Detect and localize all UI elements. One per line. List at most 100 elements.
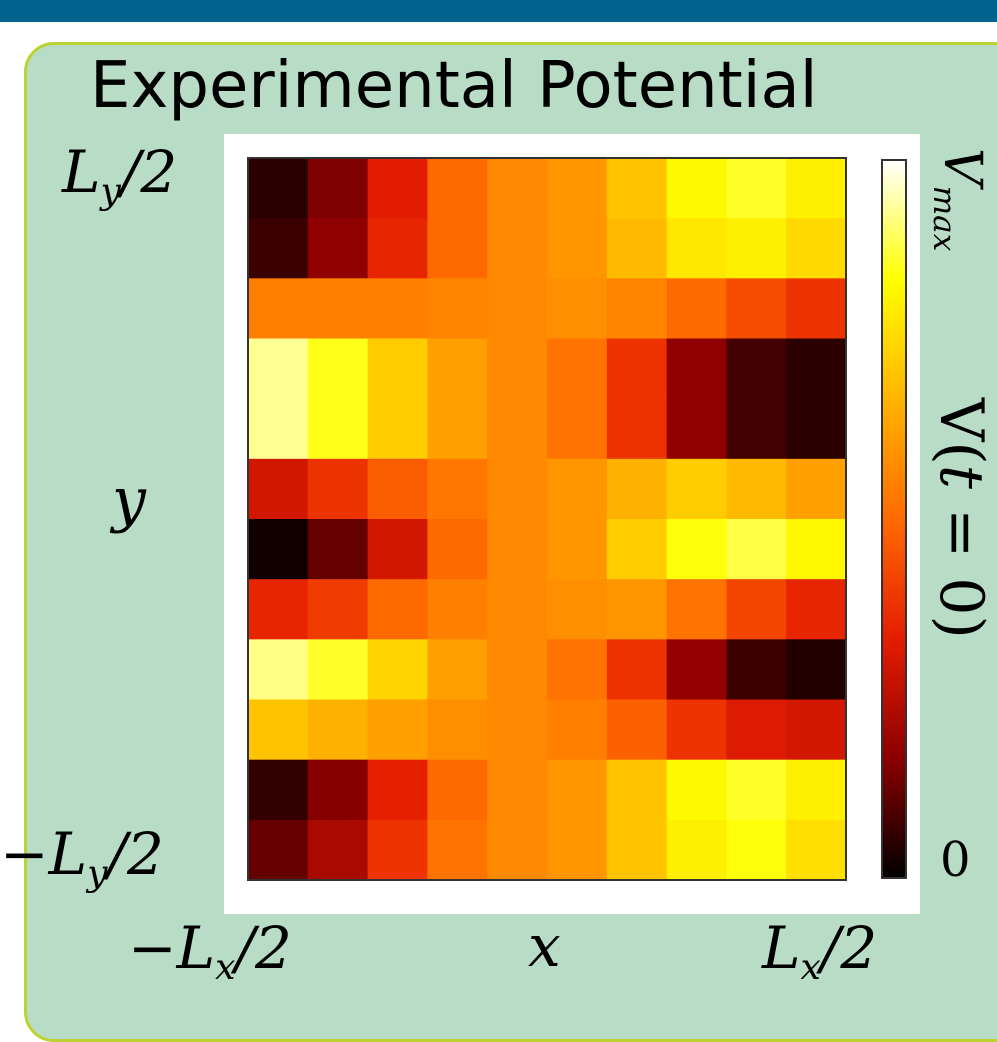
heatmap-cell [666,158,727,219]
heatmap-cell [726,218,787,279]
heatmap-cell [487,759,548,821]
colorbar-label: V(t = 0) [926,398,996,639]
heatmap-cell [367,158,428,219]
heatmap-cell [248,338,309,400]
heatmap-cell [547,519,608,580]
heatmap-cell [367,218,428,279]
heatmap-cell [547,639,608,701]
heatmap-cell [606,699,668,761]
heatmap-cell [248,398,309,460]
heatmap-cell [367,759,428,821]
heatmap-cell [726,458,787,520]
heatmap-cell [726,338,787,400]
heatmap-cell [248,519,309,580]
heatmap-cell [307,158,369,219]
heatmap-cell [786,519,847,580]
heatmap-cell [367,338,428,400]
heatmap-cell [726,579,787,640]
heatmap-cell [307,278,369,340]
heatmap-cell [666,519,727,580]
heatmap-cell [307,338,369,400]
heatmap-cell [367,398,428,460]
heatmap-cell [726,639,787,701]
heatmap-border [247,157,847,881]
heatmap-cell [307,639,369,701]
heatmap-cell [487,398,548,460]
heatmap-cell [307,519,369,580]
heatmap-cell [248,218,309,279]
heatmap-cell [606,458,668,520]
heatmap-cell [248,759,309,821]
heatmap-cell [487,519,548,580]
heatmap-cell [487,579,548,640]
heatmap-cell [547,699,608,761]
heatmap-cell [307,759,369,821]
heatmap-cell [427,278,488,340]
heatmap-cell [786,278,847,340]
x-tick-right: Lx/2 [762,914,878,988]
heatmap-cell [427,519,488,580]
x-axis-label: x [528,912,561,980]
heatmap-cell [786,759,847,821]
heatmap-cell [726,158,787,219]
heatmap-cell [367,278,428,340]
heatmap-cell [547,158,608,219]
heatmap-cell [487,639,548,701]
heatmap-cell [487,338,548,400]
heatmap-cell [726,398,787,460]
heatmap-svg [247,157,907,881]
heatmap-cell [487,278,548,340]
heatmap-cell [666,458,727,520]
heatmap-cell [427,759,488,821]
heatmap-cell [786,579,847,640]
heatmap-cell [487,819,548,881]
heatmap-cell [786,398,847,460]
heatmap-cell [606,819,668,881]
heatmap-cell [606,519,668,580]
heatmap-cell [307,398,369,460]
heatmap-cell [786,639,847,701]
heatmap-cell [666,579,727,640]
heatmap-cell [547,218,608,279]
heatmap-cell [367,639,428,701]
heatmap-cell [248,819,309,881]
y-tick-bottom: −Ly/2 [0,820,164,894]
heatmap-cells [248,158,847,881]
colorbar-min-label: 0 [940,832,971,888]
heatmap-cell [606,639,668,701]
heatmap-cell [427,579,488,640]
heatmap-cell [248,278,309,340]
heatmap-cell [666,819,727,881]
heatmap-cell [666,338,727,400]
heatmap-cell [786,218,847,279]
heatmap-cell [666,639,727,701]
heatmap-cell [487,158,548,219]
heatmap-cell [427,218,488,279]
y-tick-top: Ly/2 [62,138,178,212]
heatmap-cell [726,278,787,340]
heatmap-cell [666,398,727,460]
heatmap-cell [367,519,428,580]
heatmap-cell [547,579,608,640]
heatmap-cell [248,158,309,219]
heatmap-cell [307,699,369,761]
heatmap-cell [726,519,787,580]
heatmap-cell [547,278,608,340]
heatmap-cell [666,278,727,340]
heatmap-cell [307,458,369,520]
heatmap-cell [427,158,488,219]
heatmap-cell [547,398,608,460]
heatmap-cell [487,218,548,279]
heatmap-cell [666,218,727,279]
heatmap-cell [547,458,608,520]
heatmap-cell [606,398,668,460]
header-bar [0,0,997,22]
heatmap-cell [248,639,309,701]
heatmap-cell [786,699,847,761]
heatmap-cell [606,338,668,400]
heatmap-cell [606,218,668,279]
heatmap-cell [367,699,428,761]
heatmap-cell [367,579,428,640]
heatmap-cell [726,699,787,761]
heatmap-cell [666,759,727,821]
